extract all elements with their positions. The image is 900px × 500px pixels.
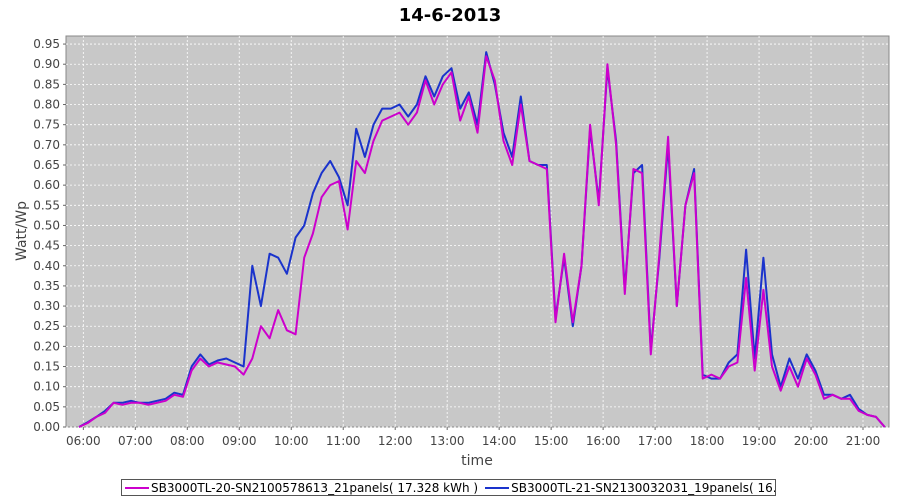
x-tick-label: 11:00: [326, 434, 361, 448]
y-axis-label: Watt/Wp: [14, 201, 30, 261]
y-tick-label: 0.40: [33, 259, 60, 273]
x-tick-label: 20:00: [794, 434, 829, 448]
x-tick-label: 16:00: [586, 434, 621, 448]
legend-label-series-1: SB3000TL-20-SN2100578613_21panels( 17.32…: [151, 480, 479, 495]
legend-label-series-2: SB3000TL-21-SN2130032031_19panels( 16.50…: [511, 480, 776, 495]
y-tick-label: 0.80: [33, 98, 60, 112]
x-tick-label: 09:00: [222, 434, 257, 448]
x-tick-label: 06:00: [66, 434, 101, 448]
y-tick-label: 0.15: [33, 360, 60, 374]
y-tick-label: 0.45: [33, 239, 60, 253]
y-axis: 0.00 0.05 0.10 0.15 0.20 0.25 0.30 0.35 0.40 0.45…: [33, 37, 66, 434]
grid-lines: [66, 36, 889, 428]
y-tick-label: 0.70: [33, 138, 60, 152]
x-tick-label: 08:00: [170, 434, 205, 448]
legend-item-series-1: SB3000TL-20-SN2100578613_21panels( 17.32…: [125, 481, 478, 495]
y-tick-label: 0.25: [33, 319, 60, 333]
chart-title: 14-6-2013: [399, 5, 502, 26]
x-tick-label: 12:00: [378, 434, 413, 448]
y-tick-label: 0.95: [33, 37, 60, 51]
y-tick-label: 0.30: [33, 299, 60, 313]
x-axis-label: time: [461, 453, 493, 469]
legend-swatch-series-1: [125, 486, 149, 489]
y-tick-label: 0.50: [33, 218, 60, 232]
plot-area: [65, 35, 890, 428]
y-tick-label: 0.85: [33, 77, 60, 91]
y-tick-label: 0.60: [33, 178, 60, 192]
x-tick-label: 17:00: [638, 434, 673, 448]
x-tick-label: 14:00: [482, 434, 517, 448]
y-tick-label: 0.75: [33, 118, 60, 132]
x-tick-label: 15:00: [534, 434, 569, 448]
x-tick-label: 13:00: [430, 434, 465, 448]
y-tick-label: 0.90: [33, 57, 60, 71]
x-tick-label: 10:00: [274, 434, 309, 448]
x-tick-label: 07:00: [118, 434, 153, 448]
y-tick-label: 0.55: [33, 198, 60, 212]
y-tick-label: 0.35: [33, 279, 60, 293]
y-tick-label: 0.10: [33, 380, 60, 394]
legend: SB3000TL-20-SN2100578613_21panels( 17.32…: [121, 479, 776, 496]
legend-swatch-series-2: [485, 486, 510, 489]
x-tick-label: 19:00: [742, 434, 777, 448]
legend-item-series-2: SB3000TL-21-SN2130032031_19panels( 16.50…: [485, 480, 776, 495]
series-line-1: [78, 55, 886, 428]
x-axis: 06:00 07:00 08:00 09:00 10:00 11:00 12:00 13:00…: [66, 427, 880, 448]
x-tick-label: 21:00: [846, 434, 881, 448]
x-tick-label: 18:00: [690, 434, 725, 448]
y-tick-label: 0.00: [33, 420, 60, 434]
y-tick-label: 0.65: [33, 158, 60, 172]
series-layer: [78, 51, 886, 428]
y-tick-label: 0.20: [33, 339, 60, 353]
y-tick-label: 0.05: [33, 400, 60, 414]
